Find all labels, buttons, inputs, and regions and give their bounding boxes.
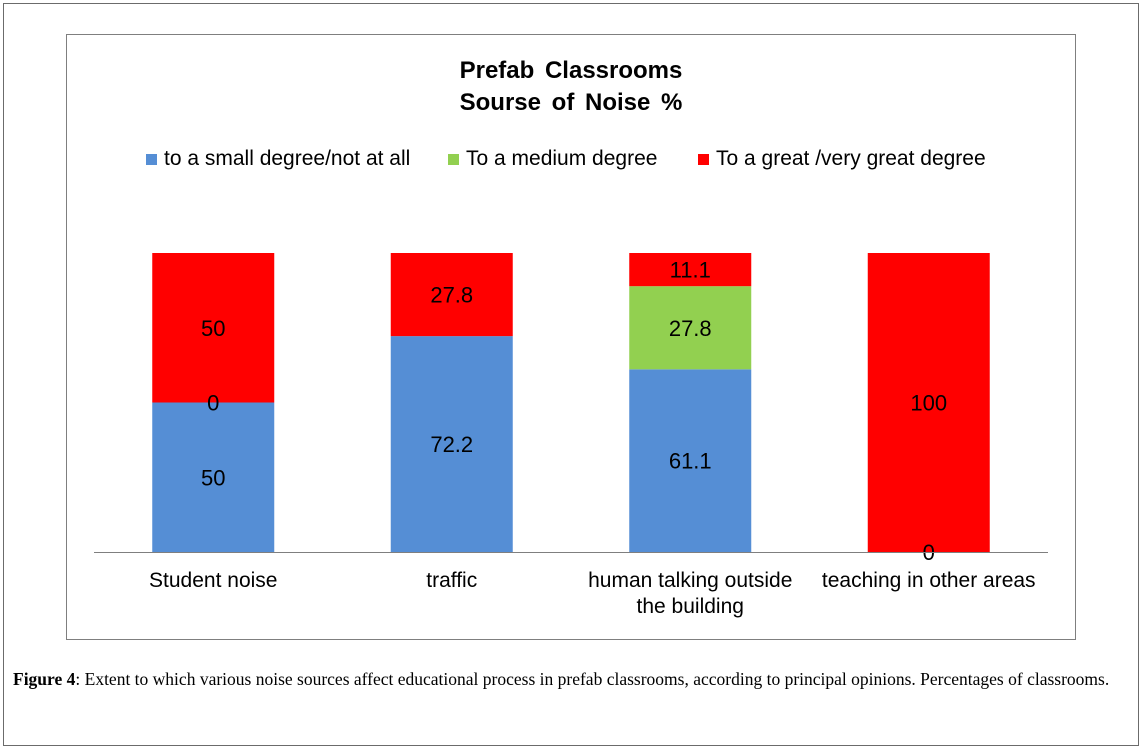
bar-segment-c3-s2 bbox=[867, 253, 990, 552]
data-label-c0-s0: 50 bbox=[201, 465, 225, 490]
bar-segment-c2-s1 bbox=[629, 286, 752, 370]
chart-legend: to a small degree/not at all To a medium… bbox=[0, 147, 1145, 173]
caption-label: Figure 4 bbox=[13, 669, 76, 689]
data-label-c2-s1: 27.8 bbox=[669, 316, 712, 341]
figure-frame bbox=[3, 3, 1139, 746]
figure-caption: Figure 4: Extent to which various noise … bbox=[13, 668, 1133, 690]
chart-title-line-1: Prefab Classrooms bbox=[459, 57, 683, 84]
data-label-c2-s2: 11.1 bbox=[670, 258, 711, 283]
chart-title-line-2: Sourse of Noise % bbox=[459, 89, 683, 116]
legend-item-great: To a great /very great degree bbox=[698, 147, 986, 171]
legend-label-medium: To a medium degree bbox=[466, 147, 658, 170]
category-label-0-line-0: Student noise bbox=[149, 569, 277, 592]
legend-swatch-great bbox=[698, 153, 709, 165]
legend-label-small: to a small degree/not at all bbox=[164, 147, 411, 170]
category-label-2-line-1: the building bbox=[637, 595, 744, 618]
data-label-c0-s1: 0 bbox=[207, 391, 219, 416]
legend-item-medium: To a medium degree bbox=[448, 147, 657, 171]
legend-label-great: To a great /very great degree bbox=[716, 147, 986, 170]
bar-segment-c2-s0 bbox=[629, 369, 752, 552]
legend-swatch-medium bbox=[448, 153, 459, 165]
legend-item-small: to a small degree/not at all bbox=[146, 147, 410, 171]
caption-text: : Extent to which various noise sources … bbox=[75, 669, 1110, 689]
bar-segment-c1-s2 bbox=[390, 253, 513, 337]
bar-segment-c1-s0 bbox=[390, 336, 513, 552]
data-label-c1-s2: 27.8 bbox=[430, 283, 473, 308]
data-label-c0-s2: 50 bbox=[201, 316, 225, 341]
bar-segment-c0-s0 bbox=[152, 402, 275, 552]
data-label-c2-s0: 61.1 bbox=[669, 449, 712, 474]
legend-swatch-small bbox=[146, 153, 157, 165]
category-label-2-line-0: human talking outside bbox=[588, 569, 792, 592]
category-label-3-line-0: teaching in other areas bbox=[822, 569, 1036, 592]
data-label-c3-s2: 100 bbox=[910, 391, 947, 416]
bar-segment-c0-s2 bbox=[152, 253, 275, 403]
category-label-1-line-0: traffic bbox=[426, 569, 477, 592]
data-label-c1-s0: 72.2 bbox=[430, 432, 473, 457]
bar-segment-c2-s2 bbox=[629, 253, 752, 287]
